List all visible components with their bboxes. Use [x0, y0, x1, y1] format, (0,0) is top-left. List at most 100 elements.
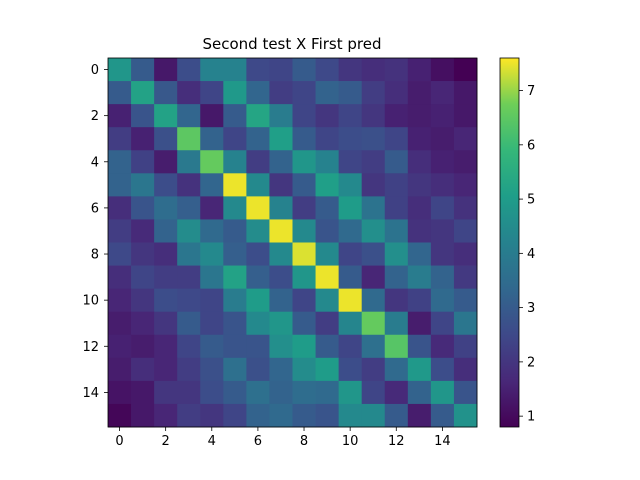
y-tick-label: 10 — [82, 294, 99, 309]
heatmap-cell — [407, 150, 432, 174]
heatmap-cell — [177, 242, 201, 266]
heatmap-cell — [292, 58, 316, 82]
heatmap-cell — [131, 127, 155, 151]
heatmap-cell — [338, 127, 363, 151]
heatmap-cell — [108, 196, 132, 220]
heatmap-cell — [453, 127, 478, 151]
heatmap-cell — [246, 311, 270, 336]
heatmap-cell — [407, 380, 432, 405]
heatmap-cell — [200, 380, 224, 405]
heatmap-cell — [131, 265, 155, 290]
heatmap-cell — [453, 242, 478, 266]
heatmap-cell — [407, 127, 432, 151]
heatmap-cell — [384, 242, 409, 266]
heatmap-cell — [315, 127, 340, 151]
colorbar-tick-label: 5 — [527, 193, 535, 208]
heatmap-cell — [200, 311, 224, 336]
heatmap-cell — [223, 219, 247, 243]
heatmap-cells — [108, 58, 478, 428]
colorbar-tick-label: 3 — [527, 301, 535, 316]
heatmap-cell — [361, 403, 386, 428]
heatmap-cell — [246, 242, 270, 266]
heatmap-cell — [338, 58, 363, 82]
heatmap-cell — [315, 357, 340, 382]
heatmap-cell — [223, 58, 247, 82]
heatmap-cell — [223, 81, 247, 105]
heatmap-cell — [430, 357, 455, 382]
heatmap-cell — [315, 403, 340, 428]
heatmap-cell — [131, 58, 155, 82]
heatmap-cell — [453, 334, 478, 359]
heatmap-cell — [200, 242, 224, 266]
heatmap-cell — [407, 403, 432, 428]
heatmap-cell — [292, 127, 316, 151]
heatmap-cell — [108, 311, 132, 336]
heatmap-cell — [246, 334, 270, 359]
heatmap-cell — [131, 104, 155, 128]
heatmap-cell — [315, 81, 340, 105]
heatmap-cell — [453, 81, 478, 105]
heatmap-cell — [108, 403, 132, 428]
heatmap-cell — [407, 173, 432, 197]
heatmap-cell — [361, 380, 386, 405]
heatmap-cell — [453, 173, 478, 197]
heatmap-cell — [246, 403, 270, 428]
heatmap-cell — [338, 288, 363, 313]
heatmap-cell — [177, 334, 201, 359]
heatmap-cell — [131, 357, 155, 382]
heatmap-cell — [269, 58, 293, 82]
colorbar-tick-label: 6 — [527, 138, 535, 153]
heatmap-cell — [269, 288, 293, 313]
x-tick-label: 14 — [434, 434, 451, 449]
heatmap-cell — [269, 265, 293, 290]
heatmap-cell — [338, 265, 363, 290]
heatmap-cell — [223, 265, 247, 290]
heatmap-cell — [177, 265, 201, 290]
heatmap-cell — [453, 357, 478, 382]
colorbar-tick-label: 2 — [527, 355, 535, 370]
heatmap-cell — [269, 104, 293, 128]
heatmap-cell — [177, 219, 201, 243]
heatmap-cell — [361, 127, 386, 151]
x-tick-label: 0 — [115, 434, 123, 449]
heatmap-cell — [269, 127, 293, 151]
heatmap-cell — [200, 334, 224, 359]
heatmap-cell — [154, 334, 178, 359]
heatmap-cell — [430, 173, 455, 197]
heatmap-cell — [246, 265, 270, 290]
heatmap-cell — [269, 242, 293, 266]
heatmap-cell — [292, 173, 316, 197]
heatmap-cell — [223, 127, 247, 151]
heatmap-cell — [269, 380, 293, 405]
heatmap-cell — [108, 81, 132, 105]
heatmap-cell — [315, 380, 340, 405]
heatmap-cell — [200, 288, 224, 313]
heatmap-cell — [246, 81, 270, 105]
heatmap-cell — [430, 311, 455, 336]
heatmap-cell — [154, 265, 178, 290]
x-tick-label: 12 — [388, 434, 405, 449]
y-tick-label: 4 — [91, 155, 99, 170]
heatmap-cell — [361, 173, 386, 197]
heatmap-cell — [154, 357, 178, 382]
heatmap-cell — [453, 219, 478, 243]
y-tick-label: 0 — [91, 63, 99, 78]
colorbar — [499, 57, 520, 428]
heatmap-cell — [246, 288, 270, 313]
heatmap-cell — [177, 173, 201, 197]
heatmap-cell — [200, 58, 224, 82]
heatmap-cell — [154, 196, 178, 220]
heatmap-cell — [200, 219, 224, 243]
heatmap-cell — [108, 150, 132, 174]
heatmap-cell — [338, 334, 363, 359]
heatmap-cell — [453, 288, 478, 313]
heatmap-cell — [338, 219, 363, 243]
heatmap-cell — [108, 173, 132, 197]
heatmap-cell — [430, 288, 455, 313]
y-tick-label: 8 — [91, 248, 99, 263]
heatmap-cell — [315, 150, 340, 174]
heatmap-cell — [131, 173, 155, 197]
heatmap-cell — [177, 104, 201, 128]
colorbar-tick-label: 4 — [527, 247, 535, 262]
heatmap-cell — [384, 58, 409, 82]
